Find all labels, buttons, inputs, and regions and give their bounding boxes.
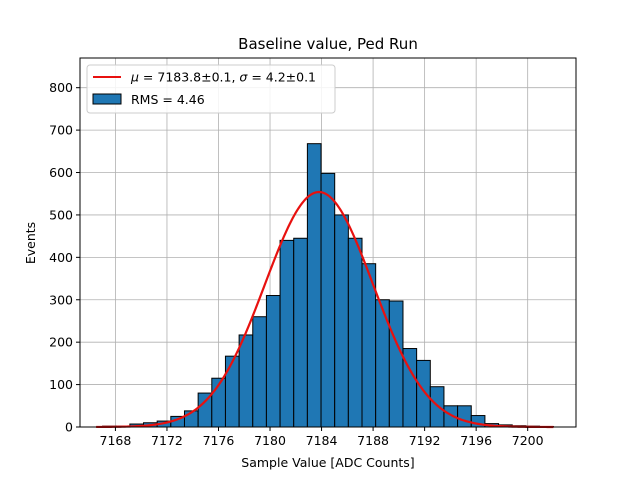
y-tick-label: 800 (49, 80, 73, 95)
histogram-bar (197, 392, 213, 428)
legend-hist-label: RMS = 4.46 (131, 92, 205, 107)
y-tick-label: 300 (49, 292, 73, 307)
legend-sigma-value: = 4.2±0.1 (247, 70, 316, 85)
histogram-bar (416, 359, 431, 428)
histogram-bar (347, 237, 363, 428)
histogram-bar (293, 237, 308, 428)
x-tick-label: 7184 (306, 433, 338, 448)
chart-title: Baseline value, Ped Run (238, 35, 418, 53)
y-axis-ticks: 0 100 200 300 400 500 600 700 800 (49, 80, 80, 435)
x-tick-label: 7176 (203, 433, 235, 448)
legend-sigma-symbol: σ (239, 70, 248, 85)
histogram-bar (306, 143, 322, 428)
histogram-bar (279, 239, 295, 428)
x-tick-label: 7200 (512, 433, 544, 448)
histogram-bar (334, 214, 349, 428)
histogram-bar (320, 172, 336, 428)
y-tick-label: 400 (49, 250, 73, 265)
x-axis-label: Sample Value [ADC Counts] (241, 455, 414, 470)
histogram-bar (388, 300, 404, 428)
y-tick-label: 0 (65, 420, 73, 435)
legend-mu-value: = 7183.8±0.1, (139, 70, 239, 85)
legend: μ = 7183.8±0.1, σ = 4.2±0.1 RMS = 4.46 (86, 64, 336, 114)
histogram-bar (265, 295, 281, 428)
y-tick-label: 500 (49, 207, 73, 222)
x-tick-label: 7196 (460, 433, 492, 448)
legend-box (86, 64, 336, 114)
y-tick-label: 600 (49, 165, 73, 180)
histogram-bar (224, 355, 240, 428)
gaussian-fit (96, 190, 554, 429)
y-tick-label: 700 (49, 123, 73, 138)
y-axis-label: Events (23, 222, 38, 264)
legend-hist-swatch (92, 93, 122, 105)
legend-fit-label: μ = 7183.8±0.1, σ = 4.2±0.1 (130, 70, 316, 85)
y-tick-label: 200 (49, 335, 73, 350)
histogram-bar (429, 386, 445, 428)
histogram-bar (252, 316, 267, 428)
x-tick-label: 7192 (409, 433, 441, 448)
x-tick-label: 7168 (100, 433, 132, 448)
x-tick-label: 7180 (254, 433, 286, 448)
legend-mu-symbol: μ (130, 70, 139, 85)
plot-frame (79, 57, 577, 428)
x-tick-label: 7188 (357, 433, 389, 448)
histogram-bar (238, 334, 254, 428)
y-tick-label: 100 (49, 377, 73, 392)
x-tick-label: 7172 (151, 433, 183, 448)
fit-curve (96, 190, 554, 429)
x-axis-ticks: 7168 7172 7176 7180 7184 7188 7192 7196 7200 (100, 427, 544, 448)
histogram-bar (457, 405, 472, 428)
